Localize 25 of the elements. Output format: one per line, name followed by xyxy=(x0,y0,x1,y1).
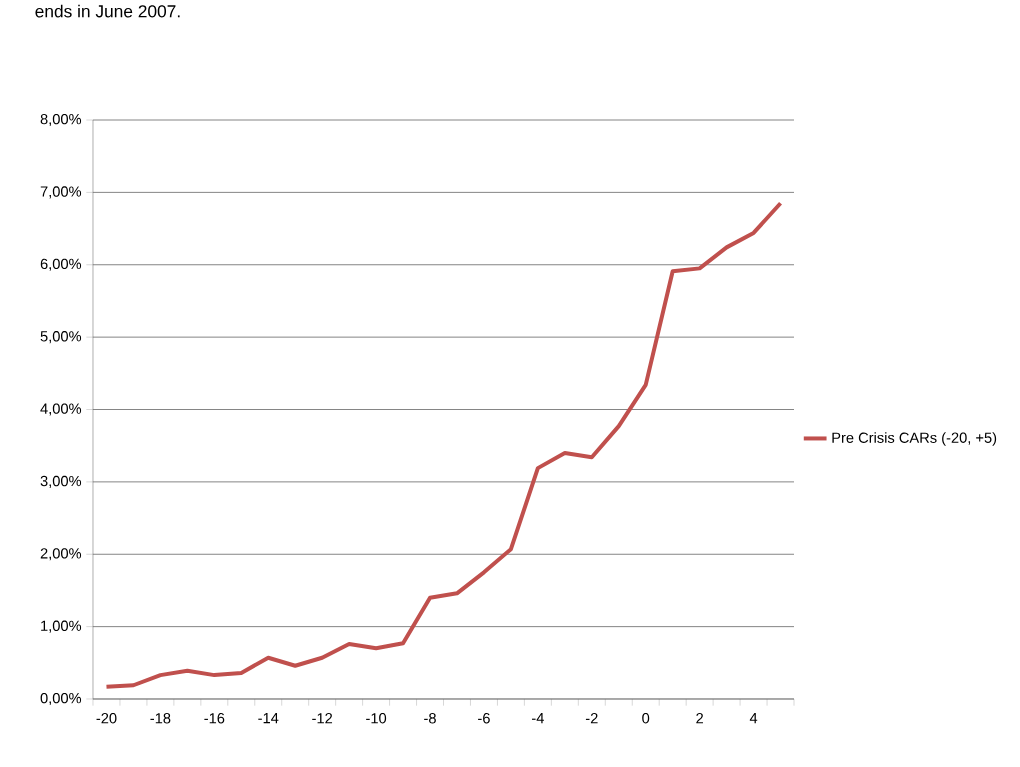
y-tick-label: 6,00% xyxy=(40,258,82,271)
x-tick-label: -10 xyxy=(366,713,387,724)
x-tick-label: 4 xyxy=(749,713,758,724)
legend-label: Pre Crisis CARs (-20, +5) xyxy=(832,432,997,446)
y-tick-label: 1,00% xyxy=(41,620,82,633)
x-tick-label: -14 xyxy=(258,713,279,724)
y-tick-label: 7,00% xyxy=(40,186,82,199)
line-series xyxy=(104,201,783,689)
x-tick-label: -16 xyxy=(204,713,225,724)
x-tick-label: -12 xyxy=(312,713,333,724)
x-tick-label: 2 xyxy=(696,713,703,724)
y-tick-label: 3,00% xyxy=(40,475,82,488)
y-tick-label: 4,00% xyxy=(40,403,82,416)
y-tick-label: 5,00% xyxy=(40,331,82,344)
y-tick-label: 8,00% xyxy=(40,113,82,127)
y-tick-label: 2,00% xyxy=(40,548,82,561)
x-tick-label: -2 xyxy=(585,713,598,724)
x-tick-label: -18 xyxy=(150,713,171,724)
x-tick-label: -20 xyxy=(96,713,117,724)
x-tick-label: -4 xyxy=(532,713,544,724)
text: ends in June 2007. xyxy=(35,4,180,18)
x-tick-label: -6 xyxy=(478,713,490,724)
x-tick-label: 0 xyxy=(642,713,650,724)
x-tick-label: -8 xyxy=(424,713,436,724)
y-tick-label: 0,00% xyxy=(40,692,82,706)
